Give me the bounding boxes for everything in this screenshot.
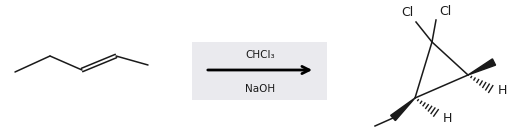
Text: H: H	[498, 85, 507, 98]
Polygon shape	[468, 59, 496, 75]
Text: H: H	[443, 112, 452, 125]
Text: CHCl₃: CHCl₃	[245, 50, 275, 60]
Text: NaOH: NaOH	[245, 84, 275, 94]
Text: Cl: Cl	[402, 6, 414, 19]
FancyBboxPatch shape	[192, 42, 327, 100]
Text: Cl: Cl	[439, 5, 451, 18]
Polygon shape	[391, 98, 415, 121]
